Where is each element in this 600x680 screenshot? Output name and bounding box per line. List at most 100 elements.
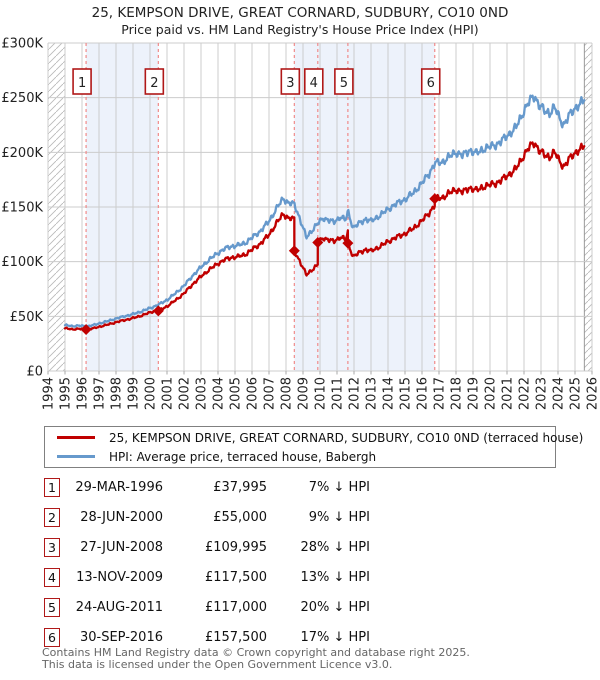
- y-tick-label: £0: [26, 365, 43, 380]
- y-tick-label: £150K: [1, 201, 43, 216]
- x-tick-label: 2022: [518, 377, 533, 410]
- x-tick-label: 2010: [314, 377, 329, 410]
- x-tick-label: 2014: [382, 377, 397, 410]
- sale-price: £109,995: [204, 539, 267, 555]
- chart-legend: 25, KEMPSON DRIVE, GREAT CORNARD, SUDBUR…: [44, 426, 583, 468]
- sale-marker: [312, 237, 324, 249]
- hpi-line: [63, 94, 586, 329]
- sale-hpi-delta: 13% ↓ HPI: [300, 569, 370, 585]
- sale-badge-number: 4: [310, 76, 318, 91]
- x-tick-label: 2017: [433, 377, 448, 410]
- x-tick-label: 2019: [467, 377, 482, 410]
- sale-badge-number: 3: [286, 76, 294, 91]
- x-tick-label: 1996: [76, 377, 91, 410]
- price-paid-line: [63, 141, 586, 332]
- x-tick-label: 2024: [552, 377, 567, 410]
- sale-marker: [429, 193, 441, 205]
- y-tick-label: £200K: [1, 146, 43, 161]
- table-row: 2 28-JUN-2000 £55,000 9% ↓ HPI: [44, 502, 556, 532]
- x-tick-label: 1999: [127, 377, 142, 410]
- sale-markers: [80, 193, 441, 335]
- x-tick-label: 2000: [144, 377, 159, 410]
- x-tick-label: 2018: [450, 377, 465, 410]
- x-tick-label: 1995: [59, 377, 74, 410]
- x-tick-label: 2016: [416, 377, 431, 410]
- sale-badge-number: 1: [78, 76, 86, 91]
- page-subtitle: Price paid vs. HM Land Registry's House …: [121, 22, 479, 37]
- x-tick-label: 2002: [178, 377, 193, 410]
- x-tick-label: 2012: [348, 377, 363, 410]
- sale-price: £117,500: [204, 569, 267, 585]
- x-tick-label: 2026: [586, 377, 600, 410]
- table-row: 5 24-AUG-2011 £117,000 20% ↓ HPI: [44, 592, 556, 622]
- sale-badge-box: [420, 68, 441, 95]
- sale-number-badge: 3: [44, 537, 60, 557]
- x-tick-label: 2003: [195, 377, 210, 410]
- y-tick-label: £250K: [1, 91, 43, 106]
- x-tick-label: 2020: [484, 377, 499, 410]
- x-tick-label: 2013: [365, 377, 380, 410]
- sale-marker: [152, 305, 164, 317]
- x-axis-labels: 1994 1995 1996 1997 1998 1999 2000 2001 2002 2003…: [42, 377, 600, 410]
- x-tick-label: 2009: [297, 377, 312, 410]
- legend-label-price: 25, KEMPSON DRIVE, GREAT CORNARD, SUDBUR…: [109, 430, 584, 445]
- sale-number-badge: 6: [44, 627, 60, 647]
- license-footer: Contains HM Land Registry data © Crown c…: [42, 647, 598, 670]
- sale-price: £55,000: [213, 509, 267, 525]
- y-tick-label: £50K: [10, 310, 44, 325]
- sale-badge-box: [280, 68, 301, 95]
- sale-marker: [80, 323, 92, 335]
- footer-line-1: Contains HM Land Registry data © Crown c…: [42, 646, 470, 659]
- sale-date: 30-SEP-2016: [79, 629, 163, 645]
- x-tick-label: 1998: [110, 377, 125, 410]
- sale-date: 29-MAR-1996: [75, 479, 163, 495]
- sales-table: 1 29-MAR-1996 £37,995 7% ↓ HPI 2 28-JUN-…: [44, 472, 556, 652]
- sale-number-badge: 1: [44, 477, 60, 497]
- table-row: 1 29-MAR-1996 £37,995 7% ↓ HPI: [44, 472, 556, 502]
- sale-marker: [342, 237, 354, 249]
- sale-badges: 1 2 3 4 5 6: [72, 68, 441, 95]
- sale-price: £37,995: [213, 479, 267, 495]
- x-tick-label: 2007: [263, 377, 278, 410]
- sale-hpi-delta: 28% ↓ HPI: [300, 539, 370, 555]
- y-axis-labels: £0 £50K £100K £150K £200K £250K £300K: [1, 37, 43, 380]
- table-row: 3 27-JUN-2008 £109,995 28% ↓ HPI: [44, 532, 556, 562]
- sale-date: 24-AUG-2011: [75, 599, 163, 615]
- x-tick-label: 2001: [161, 377, 176, 410]
- footer-line-2: This data is licensed under the Open Gov…: [42, 657, 393, 671]
- sale-number-badge: 2: [44, 507, 60, 527]
- sale-badge-box: [334, 68, 354, 95]
- sale-number-badge: 4: [44, 567, 60, 587]
- legend-row-price: 25, KEMPSON DRIVE, GREAT CORNARD, SUDBUR…: [45, 430, 583, 446]
- chart-grid: [47, 42, 593, 375]
- x-tick-label: 2021: [501, 377, 516, 410]
- x-tick-label: 1997: [93, 377, 108, 410]
- sale-price: £157,500: [204, 629, 267, 645]
- sale-badge-box: [303, 68, 324, 95]
- x-tick-label: 1994: [42, 377, 57, 410]
- hpi-line-swatch: [57, 455, 95, 458]
- sale-hpi-delta: 20% ↓ HPI: [300, 599, 370, 615]
- sale-badge-number: 2: [150, 76, 158, 91]
- sale-hpi-delta: 17% ↓ HPI: [300, 629, 370, 645]
- sale-badge-box: [144, 68, 165, 95]
- sale-marker: [288, 245, 300, 257]
- x-tick-label: 2015: [399, 377, 414, 410]
- sale-date: 13-NOV-2009: [76, 569, 163, 585]
- x-tick-label: 2008: [280, 377, 295, 410]
- legend-row-hpi: HPI: Average price, terraced house, Babe…: [45, 449, 555, 465]
- price-line-swatch: [57, 436, 95, 439]
- x-tick-label: 2005: [229, 377, 244, 410]
- y-tick-label: £300K: [1, 37, 43, 52]
- sale-hpi-delta: 9% ↓ HPI: [308, 509, 370, 525]
- x-tick-label: 2023: [535, 377, 550, 410]
- x-tick-label: 2011: [331, 377, 346, 410]
- table-row: 6 30-SEP-2016 £157,500 17% ↓ HPI: [44, 622, 556, 652]
- y-tick-label: £100K: [1, 255, 43, 270]
- sale-date: 27-JUN-2008: [80, 539, 163, 555]
- x-tick-label: 2006: [246, 377, 261, 410]
- sale-price: £117,000: [204, 599, 267, 615]
- x-tick-label: 2025: [569, 377, 584, 410]
- page-title: 25, KEMPSON DRIVE, GREAT CORNARD, SUDBUR…: [91, 5, 509, 21]
- sale-number-badge: 5: [44, 597, 60, 617]
